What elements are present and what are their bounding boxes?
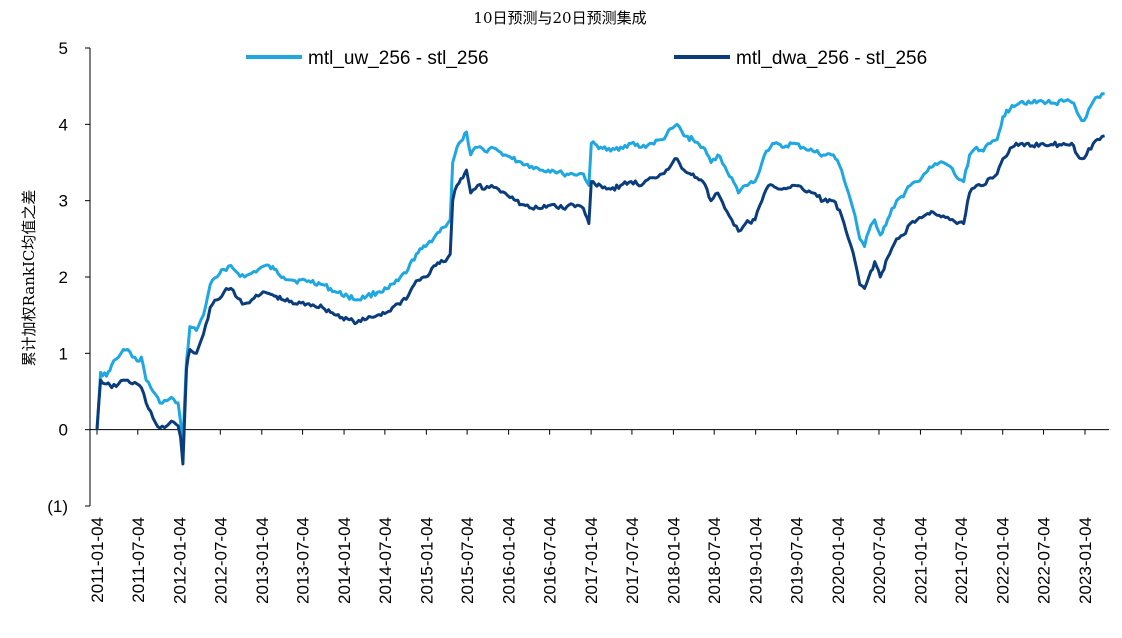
- y-tick-label: 3: [59, 192, 68, 211]
- x-tick-label: 2019-07-04: [787, 517, 806, 604]
- x-tick-label: 2022-07-04: [1035, 517, 1054, 604]
- legend: mtl_uw_256 - stl_256 mtl_dwa_256 - stl_25…: [246, 48, 927, 69]
- x-tick-label: 2016-01-04: [500, 517, 519, 604]
- x-tick-label: 2017-01-04: [582, 517, 601, 604]
- x-tick-label: 2014-07-04: [376, 517, 395, 604]
- y-tick-label: 5: [59, 39, 68, 58]
- series-line-2: [95, 134, 1105, 466]
- x-axis: 2011-01-04 2011-07-04 2012-01-04 2012-07-04…: [88, 429, 1095, 604]
- x-tick-label: 2020-07-04: [870, 517, 889, 604]
- y-axis: (1) 0 1 2 3 4 5: [47, 39, 90, 516]
- x-tick-label: 2013-07-04: [294, 517, 313, 604]
- x-tick-label: 2012-07-04: [211, 517, 230, 604]
- legend-label: mtl_uw_256 - stl_256: [308, 48, 489, 69]
- series-lines: [95, 92, 1105, 466]
- x-tick-label: 2020-01-04: [829, 517, 848, 604]
- x-tick-label: 2019-01-04: [747, 517, 766, 604]
- y-tick-label: 4: [59, 115, 68, 134]
- x-tick-label: 2022-01-04: [994, 517, 1013, 604]
- x-tick-label: 2021-07-04: [952, 517, 971, 604]
- x-tick-label: 2015-07-04: [458, 517, 477, 604]
- x-tick-label: 2015-01-04: [417, 517, 436, 604]
- x-tick-label: 2014-01-04: [335, 517, 354, 604]
- chart-title: 10日预测与20日预测集成: [473, 9, 646, 27]
- x-tick-label: 2016-07-04: [541, 517, 560, 604]
- x-tick-label: 2011-01-04: [88, 517, 107, 603]
- x-tick-label: 2021-01-04: [911, 517, 930, 604]
- legend-label: mtl_dwa_256 - stl_256: [736, 48, 927, 69]
- x-tick-label: 2017-07-04: [623, 517, 642, 604]
- x-tick-label: 2013-01-04: [253, 517, 272, 604]
- y-tick-label: 0: [59, 421, 68, 440]
- y-tick-label: (1): [47, 497, 68, 516]
- x-tick-label: 2011-07-04: [129, 517, 148, 603]
- y-axis-label: 累计加权RankIC均值之差: [20, 190, 38, 367]
- series-line-1: [95, 92, 1105, 447]
- x-tick-label: 2018-01-04: [664, 517, 683, 604]
- y-tick-label: 2: [59, 268, 68, 287]
- x-tick-label: 2023-01-04: [1076, 517, 1095, 604]
- x-tick-label: 2012-01-04: [170, 517, 189, 604]
- y-tick-label: 1: [59, 344, 68, 363]
- x-tick-label: 2018-07-04: [705, 517, 724, 604]
